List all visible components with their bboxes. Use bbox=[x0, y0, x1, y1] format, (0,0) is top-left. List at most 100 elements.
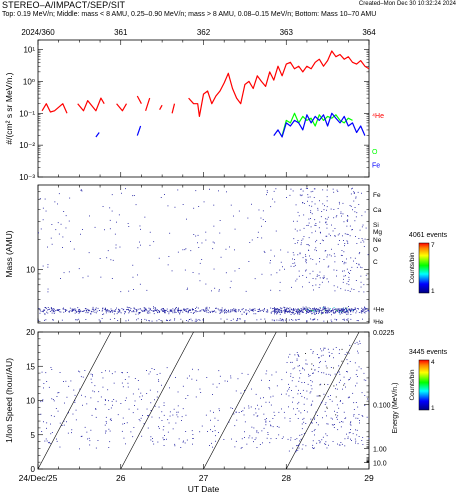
data-point bbox=[143, 310, 145, 312]
data-point bbox=[333, 307, 335, 308]
data-point bbox=[332, 418, 333, 420]
data-point bbox=[326, 310, 328, 312]
data-point bbox=[363, 311, 365, 313]
data-point bbox=[323, 308, 325, 310]
data-point bbox=[164, 312, 166, 314]
data-point bbox=[264, 419, 266, 420]
data-point bbox=[157, 391, 159, 393]
data-point bbox=[245, 309, 247, 310]
data-point bbox=[355, 197, 357, 199]
data-point bbox=[347, 310, 348, 312]
data-point bbox=[325, 250, 327, 251]
data-point bbox=[357, 343, 359, 345]
data-point bbox=[312, 351, 314, 353]
data-point bbox=[318, 308, 319, 310]
data-point bbox=[361, 267, 363, 269]
data-point bbox=[161, 310, 163, 311]
data-point bbox=[311, 205, 313, 207]
data-point bbox=[69, 307, 71, 309]
data-point bbox=[343, 376, 345, 378]
data-point bbox=[126, 422, 128, 424]
data-point bbox=[170, 310, 172, 312]
data-point bbox=[118, 309, 120, 311]
data-point bbox=[66, 396, 68, 398]
data-point bbox=[153, 443, 155, 445]
data-point bbox=[128, 290, 130, 292]
data-point bbox=[226, 312, 227, 314]
data-point bbox=[307, 224, 309, 226]
data-point bbox=[232, 310, 233, 312]
data-point bbox=[43, 387, 44, 389]
data-point bbox=[164, 312, 165, 314]
data-point bbox=[294, 313, 296, 314]
data-point bbox=[187, 312, 189, 314]
panel-frame-3 bbox=[37, 331, 370, 470]
data-point bbox=[297, 445, 299, 446]
data-point bbox=[185, 398, 187, 399]
data-point bbox=[361, 312, 363, 314]
data-point bbox=[323, 320, 325, 322]
data-point bbox=[324, 250, 326, 252]
data-point bbox=[336, 416, 338, 418]
data-point bbox=[340, 309, 342, 310]
data-point bbox=[338, 444, 340, 446]
data-point bbox=[184, 310, 185, 311]
data-point bbox=[353, 414, 355, 415]
data-point bbox=[76, 319, 78, 321]
data-point bbox=[344, 438, 346, 440]
data-point bbox=[353, 191, 355, 193]
data-point bbox=[241, 313, 243, 315]
data-point bbox=[51, 398, 53, 400]
data-point bbox=[340, 442, 342, 443]
data-point bbox=[169, 309, 171, 311]
data-point bbox=[261, 309, 263, 311]
data-point bbox=[319, 284, 321, 286]
data-point bbox=[192, 272, 194, 273]
data-point bbox=[296, 359, 298, 361]
data-point bbox=[304, 308, 306, 310]
energy-tick-label: 0.100 bbox=[373, 403, 391, 410]
data-point bbox=[280, 261, 282, 263]
data-point bbox=[102, 377, 104, 379]
data-point bbox=[200, 310, 202, 312]
data-point bbox=[258, 311, 260, 312]
data-point bbox=[335, 216, 337, 218]
data-point bbox=[40, 401, 42, 403]
data-point bbox=[172, 310, 174, 312]
data-point bbox=[56, 440, 58, 442]
data-point bbox=[205, 310, 206, 312]
data-point bbox=[311, 313, 313, 314]
data-point bbox=[305, 254, 306, 256]
data-point bbox=[71, 310, 73, 311]
data-point bbox=[288, 450, 290, 452]
data-point bbox=[173, 309, 175, 311]
data-point bbox=[63, 308, 65, 310]
data-point bbox=[174, 318, 176, 320]
data-point bbox=[299, 370, 301, 372]
data-point bbox=[308, 205, 310, 207]
data-point bbox=[353, 310, 354, 311]
species-label: Mg bbox=[373, 229, 382, 236]
data-point bbox=[119, 246, 121, 248]
data-point bbox=[318, 312, 319, 314]
data-point bbox=[289, 420, 291, 422]
data-point bbox=[204, 310, 205, 312]
data-point bbox=[359, 420, 360, 421]
data-point bbox=[302, 190, 304, 192]
data-point bbox=[106, 257, 108, 259]
data-point bbox=[346, 221, 348, 222]
data-point bbox=[266, 370, 268, 372]
data-point bbox=[342, 235, 343, 237]
data-point bbox=[117, 320, 119, 321]
data-point bbox=[342, 261, 343, 262]
data-point bbox=[297, 311, 299, 313]
data-point bbox=[43, 309, 45, 311]
data-point bbox=[124, 400, 126, 401]
data-point bbox=[72, 413, 74, 415]
data-point bbox=[138, 388, 140, 390]
data-point bbox=[306, 320, 308, 322]
data-point bbox=[324, 410, 326, 412]
data-point bbox=[137, 318, 139, 320]
data-point bbox=[347, 290, 349, 291]
data-point bbox=[316, 239, 318, 241]
